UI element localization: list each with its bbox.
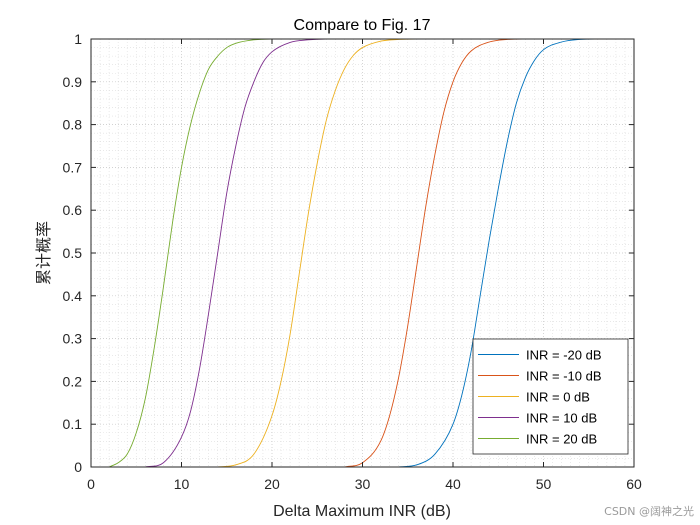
series-line-5	[108, 38, 291, 468]
x-tick-label: 40	[445, 476, 461, 492]
series-line-3	[217, 38, 435, 468]
x-tick-label: 0	[87, 476, 95, 492]
chart-title: Compare to Fig. 17	[294, 17, 431, 34]
y-tick-label: 0.4	[63, 288, 83, 304]
y-tick-label: 0.7	[63, 159, 83, 175]
legend-label-2: INR = -10 dB	[526, 369, 602, 384]
x-tick-labels: 0 10 20 30 40 50 60	[87, 476, 642, 492]
y-axis-label: 累计概率	[35, 221, 53, 285]
legend-label-1: INR = -20 dB	[526, 348, 602, 363]
x-tick-label: 20	[264, 476, 280, 492]
y-tick-label: 0.3	[63, 331, 83, 347]
legend: INR = -20 dB INR = -10 dB INR = 0 dB INR = …	[472, 338, 629, 455]
x-axis-label: Delta Maximum INR (dB)	[273, 503, 451, 520]
y-tick-label: 0.8	[63, 117, 83, 133]
y-tick-label: 0.6	[63, 202, 83, 218]
x-tick-label: 30	[355, 476, 371, 492]
ticks	[90, 38, 635, 468]
legend-label-5: INR = 20 dB	[526, 432, 597, 447]
x-tick-label: 50	[536, 476, 552, 492]
legend-label-4: INR = 10 dB	[526, 411, 597, 426]
y-tick-labels: 0 0.1 0.2 0.3 0.4 0.5 0.6 0.7 0.8 0.9 1	[63, 31, 83, 475]
series-line-4	[145, 38, 363, 468]
y-tick-label: 0.2	[63, 373, 83, 389]
y-tick-label: 0.9	[63, 74, 83, 90]
legend-label-3: INR = 0 dB	[526, 390, 590, 405]
watermark: CSDN @阔神之光	[604, 504, 694, 518]
y-tick-label: 0.1	[63, 416, 83, 432]
y-tick-label: 1	[74, 31, 82, 47]
y-tick-label: 0.5	[63, 245, 83, 261]
x-tick-label: 10	[174, 476, 190, 492]
x-tick-label: 60	[626, 476, 642, 492]
y-tick-label: 0	[74, 459, 82, 475]
